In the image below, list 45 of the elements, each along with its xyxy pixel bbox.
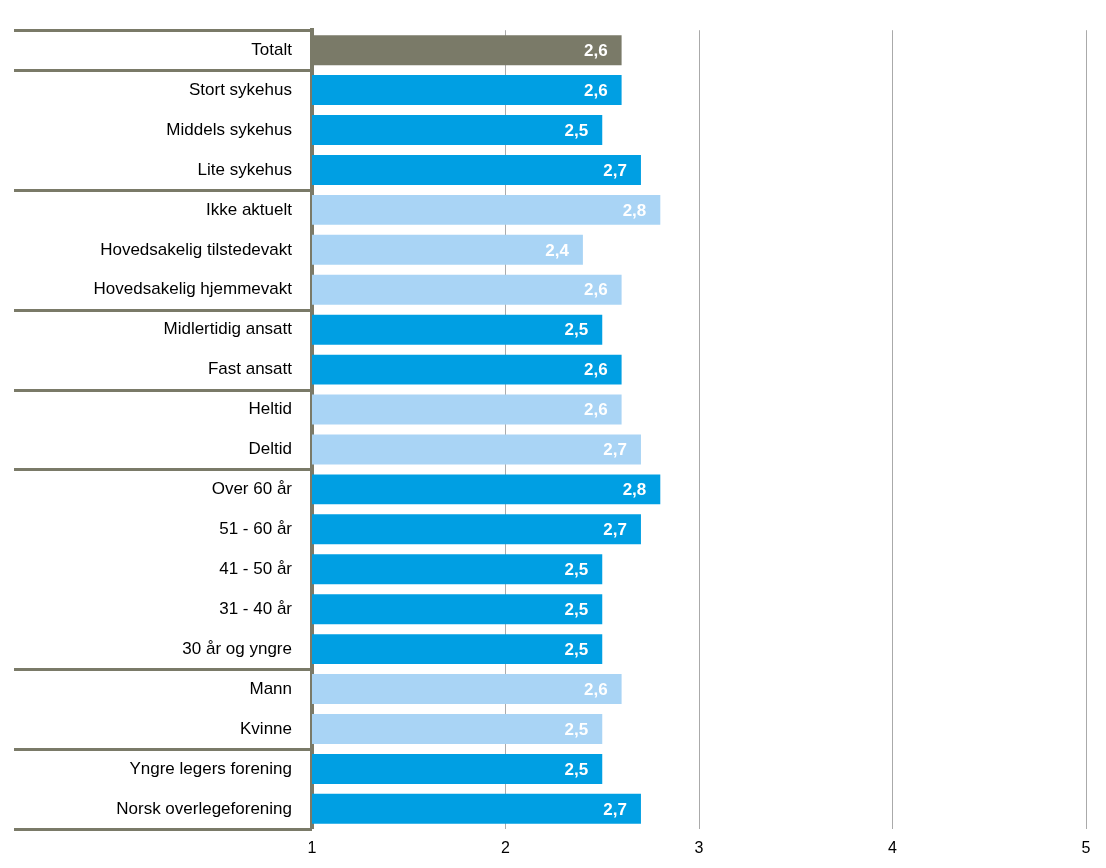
y-tick-label: Yngre legers forening [129, 758, 292, 778]
data-label: 2,7 [603, 160, 627, 180]
y-tick-label: Hovedsakelig hjemmevakt [93, 279, 293, 299]
y-tick-label: Ikke aktuelt [206, 199, 293, 219]
y-tick-label: Fast ansatt [207, 359, 293, 379]
y-tick-label: Lite sykehus [197, 159, 292, 179]
y-tick-label: 51 - 60 år [219, 519, 293, 539]
data-label: 2,5 [564, 120, 589, 140]
data-label: 2,8 [622, 480, 647, 500]
data-label: 2,7 [603, 520, 627, 540]
y-tick-label: Deltid [248, 439, 292, 459]
x-tick-label: 4 [888, 838, 898, 856]
data-label: 2,7 [603, 799, 627, 819]
y-tick-label: Totalt [251, 39, 293, 59]
data-label: 2,8 [622, 200, 647, 220]
y-tick-label: Hovedsakelig tilstedevakt [100, 239, 293, 259]
data-label: 2,5 [564, 320, 589, 340]
data-label: 2,5 [564, 759, 589, 779]
data-label: 2,6 [583, 400, 608, 420]
y-tick-label: 31 - 40 år [219, 598, 293, 618]
y-tick-label: Stort sykehus [189, 79, 292, 99]
data-label: 2,7 [603, 440, 627, 460]
data-label: 2,5 [564, 559, 589, 579]
data-label: 2,6 [583, 40, 608, 60]
data-label: 2,6 [583, 679, 608, 699]
data-label: 2,6 [583, 280, 608, 300]
x-tick-label: 5 [1081, 838, 1091, 856]
y-tick-label: Kvinne [240, 718, 292, 738]
y-tick-label: Norsk overlegeforening [116, 798, 292, 818]
data-label: 2,4 [545, 240, 570, 260]
y-tick-label: 30 år og yngre [182, 638, 292, 658]
y-tick-label: Midlertidig ansatt [163, 319, 293, 339]
x-tick-label: 2 [501, 838, 511, 856]
y-tick-label: Mann [249, 678, 292, 698]
y-tick-label: Heltid [248, 399, 292, 419]
data-label: 2,6 [583, 360, 608, 380]
y-tick-label: Over 60 år [211, 479, 293, 499]
data-label: 2,5 [564, 719, 589, 739]
data-label: 2,6 [583, 80, 608, 100]
x-tick-label: 1 [307, 838, 317, 856]
data-label: 2,5 [564, 599, 589, 619]
data-label: 2,5 [564, 639, 589, 659]
x-tick-label: 3 [694, 838, 704, 856]
y-tick-label: 41 - 50 år [219, 558, 293, 578]
y-tick-label: Middels sykehus [166, 119, 292, 139]
